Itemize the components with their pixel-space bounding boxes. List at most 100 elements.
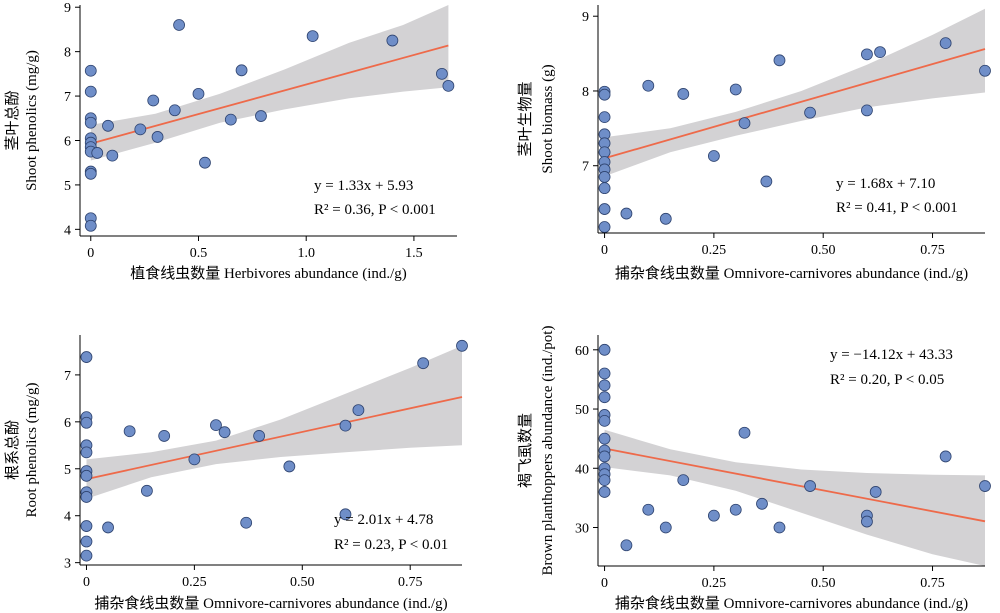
- x-tick-label: 0.75: [920, 243, 945, 258]
- confidence-band: [90, 5, 449, 161]
- data-point: [102, 119, 114, 132]
- y-tick-label: 6: [64, 134, 71, 149]
- x-tick-label: 0.50: [290, 575, 315, 590]
- data-point: [84, 64, 97, 77]
- panel-shoot-biomass: 0 0.25 0.50 0.75 7 8 9 茎叶生物量 Shoot biomass (g)…: [517, 5, 991, 282]
- data-point: [738, 426, 751, 439]
- data-point: [598, 450, 611, 463]
- y-axis-label-cn: 茎叶总酚: [4, 90, 21, 150]
- data-point: [199, 156, 211, 169]
- data-point: [598, 432, 611, 445]
- data-point: [84, 85, 97, 98]
- y-axis-label-en: Root phenolics (mg/g): [24, 383, 40, 518]
- y-tick-label: 8: [64, 46, 71, 61]
- panel-root-phenolics: 0 0.25 0.50 0.75 3 4 5 6 7 根系总酚 Root phenolics (…: [4, 335, 468, 612]
- data-point: [642, 503, 655, 516]
- data-point: [598, 111, 611, 124]
- data-point: [80, 535, 93, 548]
- data-point: [773, 54, 786, 67]
- y-tick-label: 7: [64, 369, 71, 384]
- x-axis-label: 捕杂食线虫数量 Omnivore-carnivores abundance (i…: [94, 595, 447, 612]
- data-point: [598, 171, 611, 183]
- data-point: [939, 37, 952, 50]
- x-tick-label: 1.0: [297, 246, 315, 261]
- data-point: [134, 123, 147, 136]
- data-point: [756, 497, 768, 510]
- panel-planthoppers: 0 0.25 0.50 0.75 30 40 50 60 褐飞虱数量 Brown planth…: [517, 326, 991, 612]
- data-point: [84, 219, 97, 232]
- y-axis-label-en: Brown planthoppers abundance (ind./pot): [540, 326, 556, 576]
- x-tick-label: 0.50: [811, 576, 836, 591]
- x-tick-label: 0.5: [190, 246, 208, 261]
- data-point: [339, 508, 352, 521]
- data-point: [598, 391, 611, 404]
- data-point: [659, 212, 672, 225]
- y-tick-label: 9: [64, 1, 71, 16]
- y-tick-label: 60: [575, 344, 589, 359]
- data-point: [80, 351, 93, 363]
- data-point: [80, 549, 93, 562]
- data-point: [224, 113, 237, 126]
- data-point: [729, 83, 742, 96]
- data-point: [874, 46, 886, 58]
- data-point: [598, 203, 611, 215]
- y-tick-label: 9: [582, 10, 589, 25]
- data-point: [677, 474, 690, 487]
- data-point: [173, 19, 185, 31]
- data-point: [147, 94, 160, 107]
- x-tick-label: 1.5: [405, 246, 423, 261]
- data-point: [386, 34, 399, 47]
- y-tick-label: 8: [582, 85, 589, 100]
- y-tick-label: 7: [582, 160, 589, 175]
- data-point: [598, 182, 611, 195]
- x-axis-label: 捕杂食线虫数量 Omnivore-carnivores abundance (i…: [615, 265, 968, 282]
- data-point: [659, 521, 672, 534]
- data-point: [760, 175, 773, 188]
- y-tick-label: 6: [64, 416, 71, 431]
- x-tick-label: 0: [601, 243, 608, 258]
- data-point: [80, 520, 93, 532]
- confidence-band: [604, 429, 985, 566]
- data-point: [861, 104, 873, 117]
- data-point: [456, 339, 468, 352]
- data-point: [620, 539, 633, 552]
- x-axis-label: 植食线虫数量 Herbivores abundance (ind./g): [130, 265, 407, 282]
- data-point: [158, 430, 171, 442]
- data-point: [417, 357, 430, 370]
- x-tick-label: 0.75: [920, 576, 945, 591]
- data-point: [151, 131, 164, 143]
- data-point: [598, 474, 611, 487]
- x-tick-label: 0.75: [398, 575, 423, 590]
- y-tick-label: 30: [575, 522, 589, 537]
- data-point: [80, 446, 93, 459]
- y-tick-label: 7: [64, 90, 71, 105]
- data-point: [253, 430, 266, 442]
- data-point: [102, 521, 114, 534]
- regression-equation: y = 1.33x + 5.93: [314, 178, 413, 194]
- data-point: [598, 486, 611, 498]
- data-point: [188, 453, 201, 466]
- data-point: [306, 30, 319, 42]
- data-point: [598, 343, 611, 356]
- regression-equation: y = −14.12x + 43.33: [830, 347, 953, 363]
- data-point: [192, 87, 205, 100]
- data-point: [91, 147, 104, 159]
- data-point: [84, 116, 97, 129]
- data-point: [861, 515, 873, 528]
- data-point: [255, 110, 267, 122]
- data-point: [869, 486, 882, 498]
- y-axis-label-cn: 根系总酚: [4, 420, 21, 480]
- y-tick-label: 4: [64, 223, 71, 238]
- y-axis-label-en: Shoot phenolics (mg/g): [24, 50, 40, 191]
- regression-stats: R² = 0.41, P < 0.001: [836, 200, 958, 216]
- data-point: [939, 450, 952, 463]
- data-point: [677, 88, 690, 100]
- data-point: [598, 414, 611, 427]
- data-point: [339, 419, 352, 432]
- regression-line: [86, 396, 463, 480]
- data-point: [80, 416, 93, 429]
- data-point: [141, 484, 153, 497]
- x-tick-label: 0: [601, 576, 608, 591]
- data-point: [218, 426, 231, 439]
- y-tick-label: 50: [575, 403, 589, 418]
